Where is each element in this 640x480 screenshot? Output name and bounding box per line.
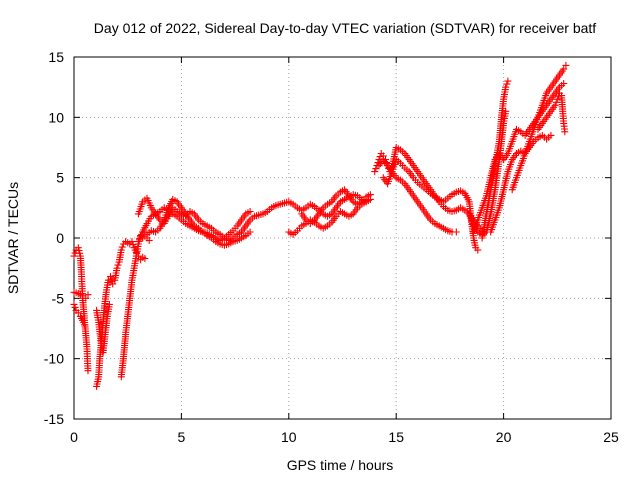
data-point (71, 303, 79, 311)
data-point (452, 228, 460, 236)
data-point (84, 367, 92, 375)
data-point (547, 131, 555, 139)
data-point (141, 255, 149, 262)
series-track-2 (70, 288, 92, 302)
data-point (82, 294, 90, 302)
data-point (553, 95, 561, 103)
data-point (84, 291, 92, 299)
data-point (504, 77, 512, 85)
data-point (502, 107, 510, 115)
data-point (246, 228, 254, 236)
x-tick-label: 15 (388, 429, 404, 445)
x-tick-label: 25 (603, 429, 619, 445)
data-point (70, 300, 78, 308)
data-point (561, 128, 569, 136)
x-tick-label: 20 (496, 429, 512, 445)
series-track-19 (508, 61, 570, 194)
data-point (117, 246, 125, 254)
x-tick-label: 10 (281, 429, 297, 445)
data-point (503, 80, 511, 88)
series-track-6 (117, 228, 153, 381)
chart-title: Day 012 of 2022, Sidereal Day-to-day VTE… (94, 20, 597, 36)
y-tick-label: -5 (52, 290, 65, 306)
data-point (502, 83, 510, 91)
y-tick-label: 15 (48, 49, 64, 65)
data-points (70, 61, 570, 390)
data-point (560, 65, 568, 73)
series-track-16 (478, 77, 512, 242)
series-track-14 (379, 156, 482, 254)
x-axis-ticks: 0 5 10 15 20 25 (70, 57, 619, 445)
x-tick-label: 0 (70, 429, 78, 445)
data-point (109, 280, 117, 288)
data-point (474, 246, 482, 254)
series-track-20 (534, 89, 569, 136)
data-point (562, 61, 570, 69)
data-point (371, 168, 379, 176)
y-tick-label: -10 (44, 351, 64, 367)
data-point (74, 309, 82, 317)
y-tick-label: 5 (56, 170, 64, 186)
data-point (118, 243, 126, 251)
data-point (129, 241, 137, 249)
grid (74, 57, 611, 419)
series-track-4 (93, 238, 149, 390)
data-point (372, 165, 380, 173)
series-track-5 (93, 300, 113, 357)
y-tick-label: 10 (48, 109, 64, 125)
x-tick-label: 5 (178, 429, 186, 445)
data-point (366, 191, 374, 199)
series-track-13 (375, 156, 460, 236)
data-point (114, 261, 122, 269)
y-axis-ticks: -15 -10 -5 0 5 10 15 (44, 49, 611, 427)
data-point (70, 252, 78, 260)
data-point (246, 208, 254, 215)
series-track-3 (70, 300, 89, 329)
data-point (560, 80, 568, 87)
y-tick-label: 0 (56, 230, 64, 246)
data-point (105, 300, 113, 308)
data-point (376, 153, 384, 161)
series-track-8 (139, 195, 254, 249)
y-tick-label: -15 (44, 411, 64, 427)
y-axis-label: SDTVAR / TECUs (5, 182, 21, 294)
x-axis-label: GPS time / hours (287, 457, 394, 473)
data-point (554, 92, 562, 100)
series-track-9 (134, 204, 254, 246)
data-point (128, 238, 136, 246)
data-point (145, 236, 153, 244)
series-track-11 (298, 186, 374, 227)
data-point (81, 321, 89, 329)
data-point (552, 98, 560, 106)
data-point (113, 264, 121, 272)
data-point (551, 101, 559, 109)
